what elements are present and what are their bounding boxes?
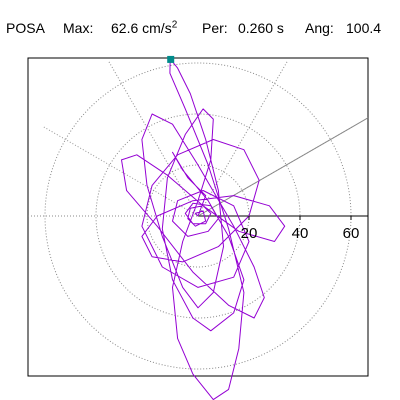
trace-line-0 bbox=[121, 58, 286, 400]
angle-marker-line bbox=[197, 117, 369, 217]
station-code: POSA bbox=[6, 20, 45, 36]
grid-spoke-60 bbox=[197, 61, 288, 217]
period-label: Per: bbox=[202, 20, 228, 36]
max-value: 62.6 cm/s2 bbox=[111, 20, 177, 36]
grid-spoke-150 bbox=[43, 126, 199, 217]
max-value-exponent: 2 bbox=[171, 19, 178, 31]
period-value: 0.260 s bbox=[238, 20, 284, 36]
axes bbox=[28, 117, 369, 217]
max-label: Max: bbox=[63, 20, 94, 36]
tick-label-40: 40 bbox=[292, 225, 309, 242]
radial-tick-labels: 20 40 60 bbox=[241, 216, 360, 242]
angle-label: Ang: bbox=[305, 20, 334, 36]
plot-header: POSA Max: 62.6 cm/s2 Per: 0.260 s Ang: 1… bbox=[0, 20, 400, 40]
trace-series bbox=[121, 58, 286, 400]
max-marker-layer bbox=[167, 55, 175, 63]
angle-value: 100.4 bbox=[346, 20, 382, 36]
plot-frame bbox=[27, 57, 369, 377]
tick-label-20: 20 bbox=[241, 225, 258, 242]
tick-label-60: 60 bbox=[343, 225, 360, 242]
max-point-marker bbox=[167, 55, 175, 63]
max-value-text: 62.6 cm/s bbox=[111, 20, 172, 36]
grid-spoke-120 bbox=[108, 61, 199, 217]
